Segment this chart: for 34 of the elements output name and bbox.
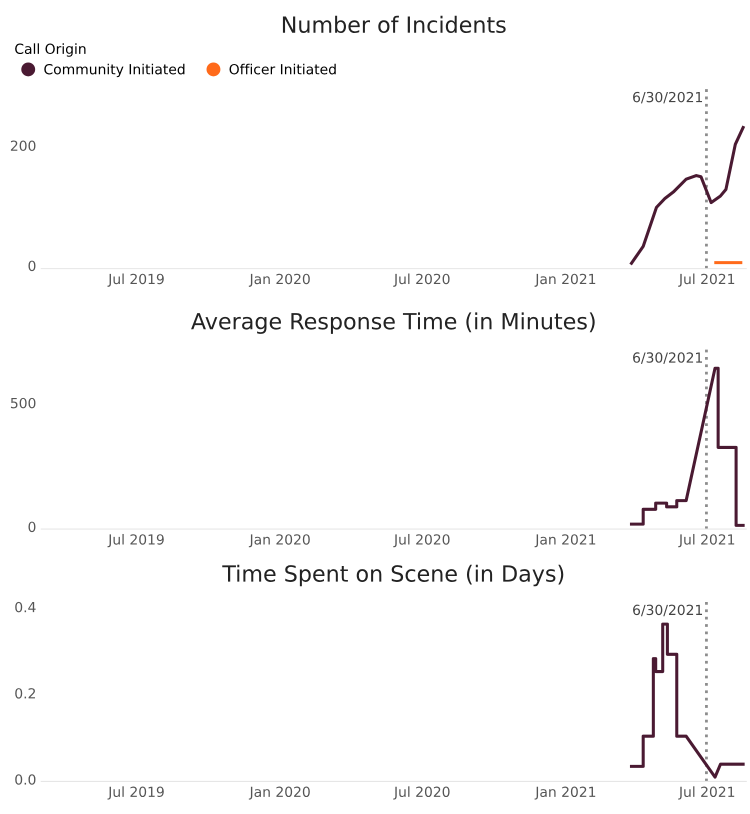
x-tick-label: Jan 2021	[534, 786, 596, 800]
x-tick-label: Jul 2019	[108, 786, 164, 800]
y-tick-label: 500	[10, 398, 36, 408]
ref-line-label: 6/30/2021	[633, 92, 702, 104]
y-tick-label: 200	[10, 140, 36, 151]
legend-title: Call Origin	[15, 43, 86, 57]
y-tick-label: 0.4	[15, 602, 36, 612]
y-tick-label: 0	[28, 260, 36, 272]
x-tick-label: Jan 2020	[248, 534, 310, 548]
x-tick-label: Jul 2019	[108, 273, 164, 287]
x-tick-label: Jul 2020	[393, 786, 450, 800]
ref-line-label: 6/30/2021	[633, 352, 702, 364]
ref-line-label: 6/30/2021	[633, 604, 702, 616]
x-tick-label: Jul 2021	[678, 786, 734, 800]
y-tick-label: 0	[28, 522, 36, 532]
y-tick-label: 0.2	[15, 688, 35, 699]
x-tick-label: Jul 2019	[108, 534, 164, 548]
x-tick-label: Jan 2021	[534, 274, 596, 287]
line-series	[630, 366, 745, 527]
x-tick-label: Jan 2020	[248, 274, 310, 287]
legend-label: Community Initiated	[44, 64, 184, 78]
x-tick-label: Jul 2020	[393, 534, 450, 548]
line-series	[630, 126, 745, 265]
x-tick-label: Jul 2021	[678, 534, 734, 548]
x-tick-label: Jul 2021	[678, 273, 734, 287]
chart-title: Time Spent on Scene (in Days)	[222, 564, 564, 586]
y-tick-label: 0.0	[15, 774, 36, 785]
chart-title: Average Response Time (in Minutes)	[191, 312, 595, 334]
x-tick-label: Jan 2021	[534, 534, 596, 548]
x-tick-label: Jul 2020	[393, 273, 450, 287]
chart-title: Number of Incidents	[282, 16, 506, 34]
legend-label: Officer Initiated	[230, 64, 336, 74]
x-tick-label: Jan 2020	[248, 786, 310, 800]
line-series	[630, 622, 745, 779]
